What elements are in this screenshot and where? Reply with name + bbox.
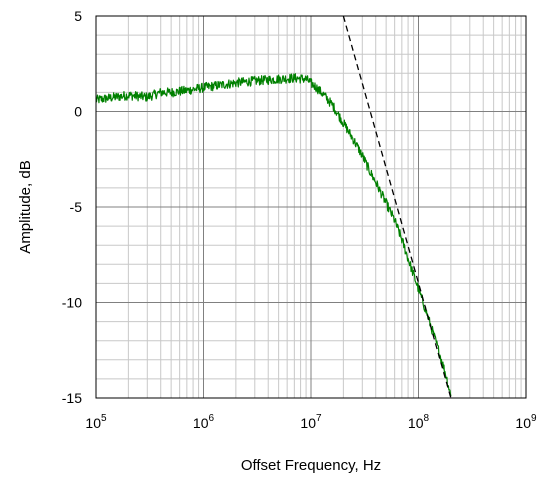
x-tick-label: 109 bbox=[515, 413, 537, 431]
x-tick-label: 106 bbox=[193, 413, 215, 431]
series-layer bbox=[95, 15, 452, 399]
y-tick-label: 5 bbox=[74, 8, 82, 24]
y-tick-label: -15 bbox=[62, 390, 82, 406]
asymptote-line bbox=[342, 15, 452, 399]
grid bbox=[95, 15, 527, 399]
x-tick-labels: 105 106 107 108 109 bbox=[85, 413, 537, 431]
y-axis-label: Amplitude, dB bbox=[17, 160, 34, 253]
x-tick-label: 105 bbox=[85, 413, 107, 431]
x-axis-label: Offset Frequency, Hz bbox=[241, 457, 381, 474]
y-tick-label: -5 bbox=[70, 199, 83, 215]
x-tick-label: 108 bbox=[408, 413, 430, 431]
y-tick-label: 0 bbox=[74, 104, 82, 120]
plot-frame bbox=[95, 15, 527, 399]
y-tick-label: -10 bbox=[62, 295, 82, 311]
y-tick-labels: 5 0 -5 -10 -15 bbox=[62, 8, 82, 406]
x-tick-label: 107 bbox=[300, 413, 322, 431]
measured-trace bbox=[95, 73, 452, 397]
